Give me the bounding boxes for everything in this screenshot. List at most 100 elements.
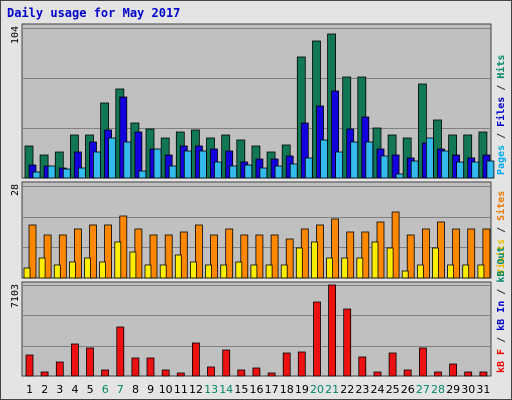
visits-bar-sites	[225, 228, 234, 279]
visits-bar-visits	[53, 264, 61, 279]
day-label: 7	[117, 383, 124, 396]
traffic-bar-files	[331, 90, 340, 179]
visits-bar-sites	[164, 234, 173, 279]
day-label: 12	[189, 383, 203, 396]
kbytes-bar-kb-f	[479, 371, 488, 377]
day-label: 21	[325, 383, 339, 396]
day-label: 29	[446, 383, 460, 396]
traffic-bar-pages	[289, 163, 298, 179]
traffic-bar-pages	[198, 150, 207, 179]
day-label: 22	[340, 383, 354, 396]
kbytes-bar-kb-f	[146, 357, 155, 377]
kbytes-bar-kb-f	[191, 342, 200, 377]
kbytes-bar-kb-f	[388, 352, 397, 377]
kbytes-bar-kb-f	[161, 369, 170, 377]
traffic-bar-pages	[32, 171, 41, 179]
traffic-legend-part: /	[496, 79, 507, 97]
kbytes-bar-kb-f	[55, 361, 64, 377]
visits-bar-visits	[159, 264, 167, 279]
kbytes-bar-kb-f	[434, 371, 442, 377]
day-label: 13	[204, 383, 218, 396]
visits-bar-sites	[421, 228, 430, 279]
visits-bar-visits	[84, 257, 91, 279]
kbytes-bar-kb-f	[313, 301, 321, 377]
kbytes-bar-kb-f	[343, 308, 352, 377]
traffic-bar-pages	[78, 167, 86, 179]
visits-bar-visits	[447, 264, 455, 279]
day-label: 18	[280, 383, 294, 396]
traffic-bar-pages	[441, 150, 449, 179]
visits-bar-sites	[43, 234, 52, 279]
traffic-bar-pages	[486, 160, 495, 179]
visits-bar-sites	[285, 238, 294, 279]
day-label: 4	[72, 383, 79, 396]
kbytes-bar-kb-f	[418, 347, 427, 377]
visits-bar-sites	[391, 211, 400, 279]
traffic-legend: Pages / Files / Hits	[495, 55, 507, 175]
kbytes-bar-kb-f	[222, 349, 231, 377]
traffic-legend-part: Hits	[495, 55, 507, 79]
visits-bar-sites	[149, 234, 158, 279]
traffic-bar-pages	[138, 170, 147, 179]
day-label: 16	[250, 383, 264, 396]
visits-bar-visits	[477, 264, 485, 279]
traffic-bar-pages	[62, 168, 71, 179]
traffic-bar-pages	[410, 160, 419, 179]
traffic-bar-pages	[335, 151, 344, 179]
visits-bar-visits	[144, 264, 152, 279]
day-label: 31	[476, 383, 490, 396]
traffic-legend-part: /	[496, 127, 507, 145]
kbytes-bar-kb-f	[86, 347, 94, 377]
visits-bar-visits	[174, 254, 182, 279]
day-label: 10	[159, 383, 173, 396]
visits-bar-sites	[255, 234, 264, 279]
visits-bar-visits	[69, 261, 76, 279]
kbytes-ymax-label: 7103	[10, 284, 21, 308]
day-label: 2	[41, 383, 48, 396]
day-label: 5	[87, 383, 94, 396]
visits-bar-visits	[99, 261, 106, 279]
visits-bar-visits	[371, 241, 379, 279]
kbytes-bar-kb-f	[101, 369, 109, 377]
visits-bar-sites	[406, 234, 415, 279]
traffic-ymax-label: 104	[10, 26, 21, 44]
visits-bar-visits	[265, 264, 273, 279]
traffic-bar-files	[300, 122, 309, 179]
kbytes-bar-kb-f	[252, 367, 261, 377]
kbytes-bar-kb-f	[116, 326, 125, 377]
traffic-bar-files	[28, 164, 37, 179]
kbytes-bar-kb-f	[267, 372, 276, 377]
kbytes-legend-part: /	[496, 283, 507, 301]
kbytes-bar-kb-f	[282, 352, 291, 377]
day-label: 3	[56, 383, 63, 396]
day-label: 19	[295, 383, 309, 396]
kbytes-bar-kb-f	[237, 369, 246, 377]
traffic-bar-pages	[108, 137, 116, 179]
traffic-bar-pages	[365, 141, 374, 179]
traffic-bar-pages	[183, 150, 192, 179]
kbytes-legend-part: kB In	[496, 301, 507, 331]
day-label: 27	[416, 383, 430, 396]
day-label: 6	[102, 383, 109, 396]
day-label: 9	[147, 383, 154, 396]
kbytes-legend-part: kB F	[496, 349, 507, 373]
traffic-bar-pages	[471, 161, 480, 179]
traffic-bar-files	[134, 131, 143, 179]
day-label: 30	[461, 383, 475, 396]
visits-bar-visits	[416, 264, 424, 279]
day-label: 20	[310, 383, 324, 396]
day-label: 24	[371, 383, 385, 396]
visits-bar-visits	[432, 247, 439, 279]
visits-bar-visits	[235, 261, 243, 279]
traffic-bar-files	[225, 150, 234, 179]
kbytes-legend-part: kB Out	[496, 247, 507, 283]
traffic-bar-pages	[168, 165, 177, 179]
visits-bar-visits	[386, 247, 394, 279]
traffic-bar-pages	[229, 165, 238, 179]
visits-bar-sites	[346, 231, 355, 279]
visits-ymax-label: 28	[10, 184, 21, 196]
visits-legend-part: Sites	[495, 191, 507, 221]
visits-legend-part: Visits	[495, 239, 507, 275]
visits-legend-part: /	[496, 221, 507, 239]
